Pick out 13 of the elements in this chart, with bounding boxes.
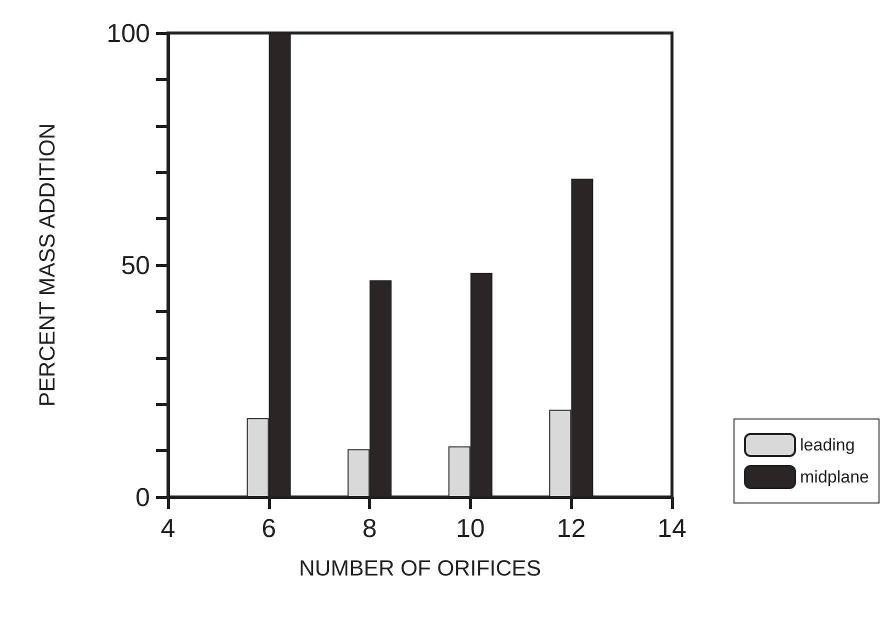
x-tick-label: 8	[362, 513, 377, 543]
x-tick-label: 4	[160, 513, 176, 543]
y-axis-title: PERCENT MASS ADDITION	[34, 123, 60, 407]
y-tick-label: 0	[136, 482, 150, 512]
x-tick-label: 12	[556, 513, 586, 543]
x-axis-title: NUMBER OF ORIFICES	[298, 556, 542, 580]
legend-label: midplane	[800, 468, 870, 486]
y-tick-label: 100	[106, 18, 150, 48]
legend-label: leading	[800, 436, 855, 454]
x-tick-label: 14	[658, 513, 686, 543]
x-tick-label: 10	[456, 513, 485, 543]
y-tick-label: 50	[121, 250, 150, 280]
x-tick-label: 6	[262, 513, 276, 543]
